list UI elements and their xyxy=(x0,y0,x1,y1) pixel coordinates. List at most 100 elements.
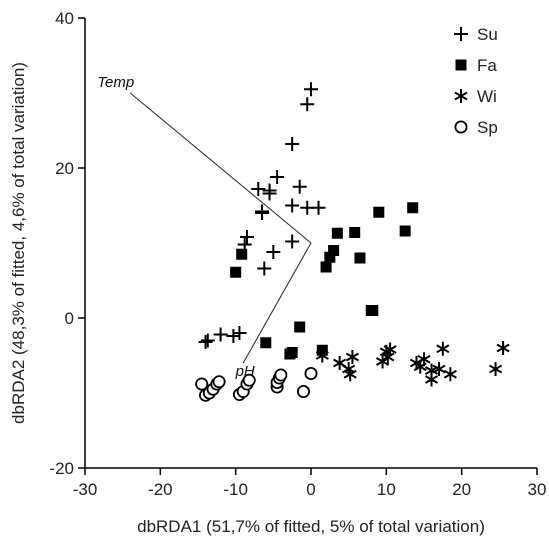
point-wi xyxy=(381,350,395,364)
point-su xyxy=(266,245,281,259)
legend-item-sp: Sp xyxy=(454,118,498,137)
x-tick-label: -30 xyxy=(73,480,98,499)
point-fa xyxy=(320,261,332,273)
asterisk-stroke xyxy=(315,351,329,360)
asterisk-stroke xyxy=(345,352,359,362)
x-tick-label: 10 xyxy=(377,480,396,499)
point-fa xyxy=(230,266,242,278)
point-wi xyxy=(443,367,457,382)
series-su xyxy=(198,82,326,349)
y-tick-label: 40 xyxy=(55,9,74,28)
legend-item-su: Su xyxy=(454,25,498,44)
point-wi xyxy=(489,362,503,376)
y-tick-label: 0 xyxy=(65,309,74,328)
point-sp xyxy=(274,368,288,382)
point-su xyxy=(300,97,315,112)
point-wi xyxy=(436,341,450,356)
point-fa xyxy=(328,245,340,256)
point-fa xyxy=(407,202,419,214)
asterisk-stroke xyxy=(496,343,510,353)
asterisk-stroke xyxy=(424,375,439,384)
legend-marker-sp xyxy=(454,120,468,134)
asterisk-stroke xyxy=(342,364,356,374)
point-fa xyxy=(373,206,385,218)
y-ticks: -20 0 20 40 xyxy=(49,9,85,478)
y-axis-title: dbRDA2 (48,3% of fitted, 4,6% of total v… xyxy=(9,62,28,424)
point-wi xyxy=(343,367,357,382)
point-su xyxy=(226,329,241,343)
asterisk-stroke xyxy=(489,364,503,374)
point-wi xyxy=(383,342,397,357)
point-su xyxy=(239,230,254,244)
point-wi xyxy=(333,356,347,370)
asterisk-stroke xyxy=(443,369,457,379)
x-ticks: -30 -20 -10 0 10 20 30 xyxy=(73,468,547,499)
asterisk-stroke xyxy=(383,345,397,354)
legend-marker-fa xyxy=(455,59,467,71)
point-fa xyxy=(354,252,366,264)
point-sp xyxy=(195,377,209,391)
point-fa xyxy=(324,251,336,263)
x-tick-label: 30 xyxy=(528,480,547,499)
point-su xyxy=(262,186,277,201)
x-tick-label: 0 xyxy=(306,480,315,499)
data-points xyxy=(195,82,510,402)
vector-line-temp xyxy=(129,92,312,244)
vector-line-ph xyxy=(242,242,312,364)
x-tick-label: 20 xyxy=(452,480,471,499)
asterisk-stroke xyxy=(381,352,395,362)
point-fa xyxy=(367,305,379,316)
x-tick-label: -10 xyxy=(223,480,248,499)
point-sp xyxy=(212,375,226,389)
point-su xyxy=(270,170,285,184)
asterisk-stroke xyxy=(343,369,357,379)
asterisk-stroke xyxy=(413,362,427,372)
asterisk-stroke xyxy=(436,344,450,354)
asterisk-stroke xyxy=(417,354,431,364)
point-su xyxy=(200,333,215,348)
point-wi xyxy=(417,352,431,367)
point-su xyxy=(285,234,300,249)
asterisk-stroke xyxy=(376,357,390,366)
legend-label-su: Su xyxy=(477,25,498,44)
point-su xyxy=(251,182,266,196)
series-fa xyxy=(230,202,419,360)
point-wi xyxy=(432,362,446,376)
point-sp xyxy=(304,366,318,380)
series-wi xyxy=(315,341,510,387)
legend-label-sp: Sp xyxy=(477,118,498,137)
point-fa xyxy=(331,227,343,239)
vector-label-temp: Temp xyxy=(97,74,134,91)
y-tick-label: -20 xyxy=(49,459,74,478)
point-fa xyxy=(399,225,411,237)
point-sp xyxy=(242,373,256,387)
point-wi xyxy=(345,350,359,364)
point-wi xyxy=(496,341,510,355)
series-sp xyxy=(195,366,318,402)
point-sp xyxy=(296,384,310,398)
legend-marker-su xyxy=(454,27,468,41)
point-su xyxy=(213,327,228,342)
asterisk-stroke xyxy=(454,91,468,101)
point-wi xyxy=(315,348,329,363)
point-fa xyxy=(284,348,296,360)
legend-label-fa: Fa xyxy=(477,56,497,75)
x-axis-title: dbRDA1 (51,7% of fitted, 5% of total var… xyxy=(137,517,485,536)
point-su xyxy=(292,179,307,194)
x-tick-label: -20 xyxy=(148,480,173,499)
point-fa xyxy=(349,227,361,238)
legend-label-wi: Wi xyxy=(477,87,497,106)
point-wi xyxy=(376,354,390,369)
point-wi xyxy=(424,372,439,387)
y-tick-label: 20 xyxy=(55,159,74,178)
point-su xyxy=(232,326,247,340)
point-su xyxy=(255,206,270,220)
asterisk-stroke xyxy=(424,366,439,375)
asterisk-stroke xyxy=(432,364,446,374)
point-su xyxy=(304,82,318,97)
legend-marker-wi xyxy=(454,89,468,103)
point-su xyxy=(257,261,272,276)
point-su xyxy=(285,137,300,151)
